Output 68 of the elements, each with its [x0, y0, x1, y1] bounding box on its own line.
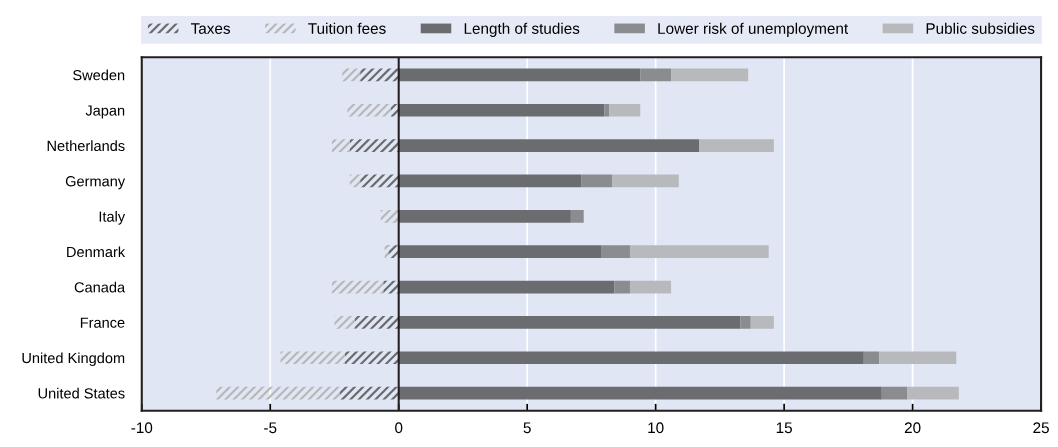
bar: [398, 386, 882, 400]
bar: [398, 68, 641, 82]
bar: [398, 316, 741, 329]
x-tick-label: -10: [131, 422, 153, 434]
x-tick-label: -5: [264, 422, 277, 434]
bar: [601, 245, 630, 259]
bar: [881, 386, 908, 400]
x-tick-label: 5: [523, 422, 531, 434]
bar: [380, 209, 399, 223]
bar: [383, 280, 399, 294]
bar: [347, 103, 392, 117]
bar: [398, 174, 582, 188]
bar: [740, 316, 751, 329]
bar: [398, 139, 700, 152]
y-tick-label: Canada: [74, 281, 126, 293]
bar: [331, 280, 384, 294]
y-tick-label: France: [80, 317, 125, 328]
bar: [581, 174, 612, 188]
bar: [570, 209, 584, 223]
bar: [629, 280, 672, 294]
x-tick-label: 25: [1033, 422, 1049, 434]
bar: [388, 245, 399, 259]
bar: [398, 351, 864, 365]
x-tick-label: 10: [648, 422, 664, 434]
bar: [349, 139, 399, 152]
legend-label: Lower risk of unemployment: [658, 22, 849, 37]
bar: [604, 103, 610, 117]
bar: [334, 316, 356, 329]
bar: [699, 139, 774, 152]
bar: [611, 174, 679, 188]
bar: [398, 245, 602, 259]
bar: [629, 245, 769, 259]
bar: [398, 280, 615, 294]
bar: [349, 174, 361, 188]
bar: [216, 386, 340, 400]
bar: [280, 351, 345, 365]
legend-label: Public subsidies: [926, 22, 1035, 34]
x-tick-label: 20: [904, 422, 921, 434]
bar: [750, 316, 774, 329]
bar: [879, 351, 957, 365]
bar: [344, 351, 399, 365]
legend-label: Taxes: [191, 23, 231, 34]
x-tick-label: 0: [395, 422, 403, 434]
y-tick-label: Japan: [85, 105, 125, 119]
y-tick-label: Netherlands: [47, 140, 125, 152]
bar: [360, 174, 399, 188]
y-tick-label: United States: [38, 387, 125, 399]
bar: [398, 209, 571, 223]
bar: [609, 103, 641, 117]
bar: [671, 68, 749, 82]
legend-label: Length of studies: [464, 22, 580, 37]
x-tick-label: 15: [776, 422, 792, 434]
bar: [614, 280, 630, 294]
bar: [355, 316, 399, 329]
legend-label: Tuition fees: [308, 22, 386, 34]
y-tick-label: United Kingdom: [22, 352, 125, 367]
bar: [863, 351, 880, 365]
bar: [907, 386, 959, 400]
y-tick-label: Germany: [65, 176, 126, 190]
y-tick-label: Italy: [99, 211, 126, 225]
bar: [339, 386, 399, 400]
bar: [640, 68, 672, 82]
y-tick-label: Sweden: [73, 69, 125, 81]
y-tick-label: Denmark: [67, 246, 126, 258]
bar: [360, 68, 399, 82]
bar: [398, 103, 605, 117]
bar: [342, 68, 361, 82]
bar: [331, 139, 350, 152]
